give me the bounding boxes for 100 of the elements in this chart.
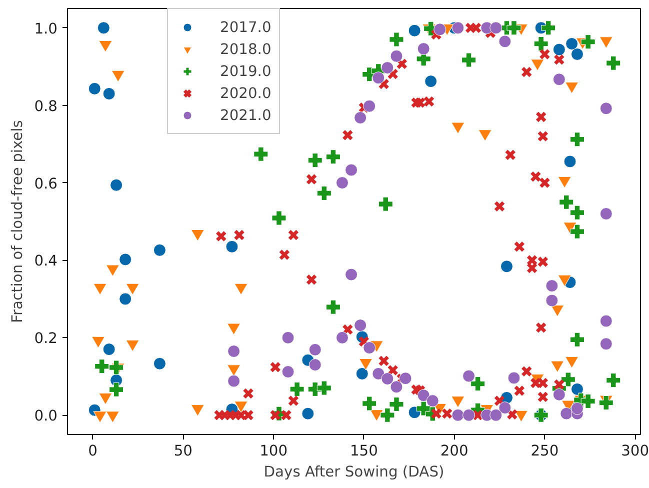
point (534, 36, 548, 51)
point (570, 382, 584, 396)
point (380, 408, 395, 422)
point (462, 408, 476, 422)
point (372, 72, 385, 84)
point (600, 338, 612, 350)
point (580, 394, 596, 408)
point (272, 210, 286, 226)
point (102, 87, 116, 100)
point (546, 294, 558, 307)
point (462, 52, 476, 68)
point (500, 260, 513, 273)
point (102, 343, 116, 356)
legend-label: 2020.0 (220, 84, 272, 102)
y-axis-title: Fraction of cloud-free pixels (9, 120, 26, 323)
y-tick-label: 1.0 (34, 20, 58, 38)
point (153, 357, 166, 370)
point (356, 367, 368, 380)
point (434, 23, 446, 36)
y-tick-label: 0.2 (34, 330, 58, 348)
point (363, 342, 376, 354)
point (600, 208, 612, 220)
point (381, 62, 394, 74)
point (308, 343, 322, 356)
point (552, 388, 566, 401)
point (560, 372, 576, 387)
x-tick-label: 100 (260, 442, 288, 460)
point (362, 396, 377, 411)
x-tick-label: 0 (88, 442, 98, 460)
point (308, 153, 322, 168)
point (109, 360, 124, 375)
point (390, 380, 403, 394)
point (326, 300, 340, 314)
point (541, 20, 556, 36)
point (564, 155, 576, 168)
point (88, 82, 101, 95)
point (226, 240, 238, 253)
y-tick-label: 0.8 (34, 98, 58, 115)
x-tick-label: 200 (440, 442, 468, 460)
point (570, 224, 584, 239)
point (452, 408, 464, 422)
point (119, 292, 132, 306)
point (600, 102, 612, 115)
point (416, 401, 431, 416)
point (381, 372, 394, 385)
point (97, 22, 110, 34)
point (119, 253, 132, 266)
point (290, 382, 304, 396)
legend-label: 2018.0 (220, 40, 272, 58)
point (470, 376, 486, 392)
point (546, 280, 558, 292)
point (153, 244, 166, 256)
point (399, 372, 412, 385)
point (417, 389, 430, 402)
point (345, 164, 358, 176)
legend-label: 2021.0 (220, 106, 272, 124)
x-axis-title: Days After Sowing (DAS) (264, 464, 444, 480)
point (302, 407, 314, 420)
legend-label: 2019.0 (220, 62, 272, 80)
point (308, 358, 322, 372)
point (426, 394, 439, 408)
y-tick-label: 0.4 (34, 252, 58, 270)
point (345, 268, 358, 281)
point (363, 100, 376, 112)
point (336, 176, 348, 190)
point (498, 35, 512, 48)
point (354, 111, 367, 124)
point (498, 402, 512, 414)
point (570, 48, 584, 60)
point (506, 20, 522, 36)
point (606, 373, 621, 388)
point (570, 332, 584, 347)
point (228, 345, 240, 358)
point (326, 150, 340, 164)
point (282, 366, 294, 378)
point (336, 331, 348, 344)
point (570, 132, 584, 147)
point (316, 380, 332, 396)
point (606, 56, 621, 70)
point (566, 38, 578, 50)
point (462, 370, 476, 382)
point (228, 374, 240, 388)
point (552, 73, 566, 86)
point (389, 397, 404, 412)
point (490, 408, 502, 422)
point (424, 75, 438, 88)
point (560, 407, 573, 420)
point (600, 314, 612, 328)
point (254, 146, 268, 162)
point (354, 319, 367, 332)
x-tick-label: 300 (621, 442, 649, 460)
point (390, 50, 403, 62)
point (552, 43, 566, 56)
x-tick-label: 250 (530, 442, 559, 460)
y-tick-label: 0.6 (34, 175, 58, 192)
point (580, 34, 596, 50)
legend-label: 2017.0 (220, 18, 272, 36)
point (110, 178, 123, 192)
y-tick-label: 0.0 (34, 408, 58, 425)
x-tick-label: 150 (350, 442, 378, 460)
